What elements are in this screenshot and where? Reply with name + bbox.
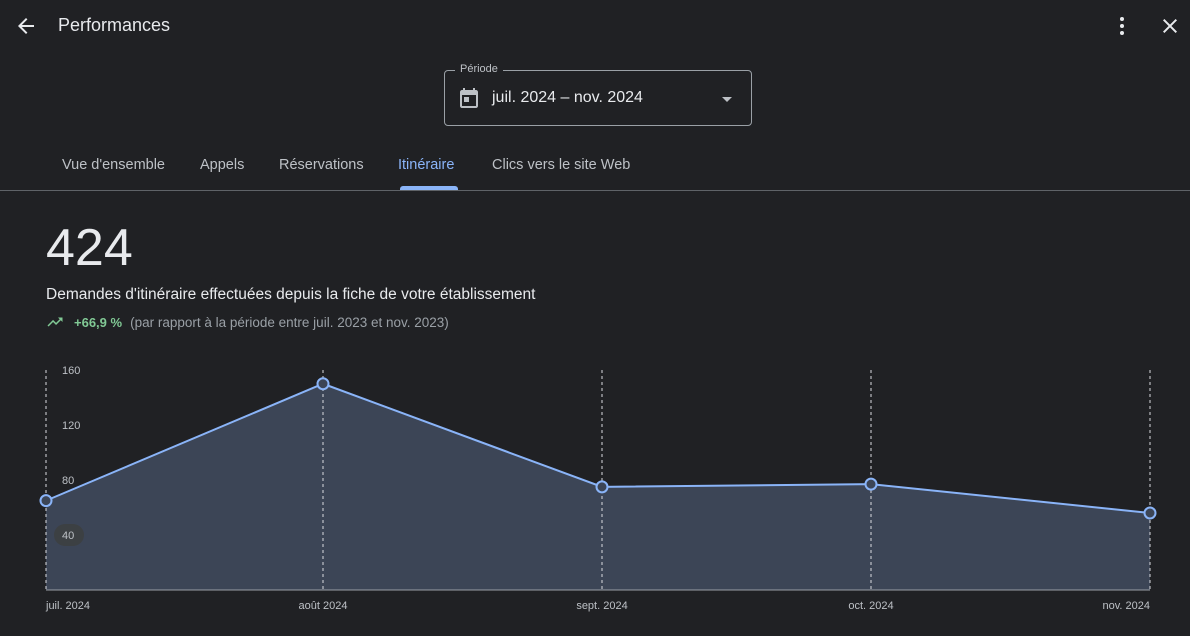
tab-bar: Vue d'ensemble Appels Réservations Itiné… (0, 140, 1190, 191)
metric-description: Demandes d'itinéraire effectuées depuis … (46, 286, 536, 303)
dropdown-arrow-icon (722, 97, 732, 102)
back-button[interactable] (6, 6, 46, 46)
close-button[interactable] (1150, 6, 1190, 46)
data-point-4 (1143, 506, 1157, 520)
trending-up-icon (47, 317, 63, 327)
period-select[interactable]: Période juil. 2024 – nov. 2024 (444, 63, 752, 126)
tab-website-clicks[interactable]: Clics vers le site Web (492, 157, 631, 173)
tab-overview[interactable]: Vue d'ensemble (62, 157, 165, 173)
trend-comparison: (par rapport à la période entre juil. 20… (130, 314, 449, 330)
y-tick-label-3: 40 (62, 530, 74, 542)
x-tick-label-1: août 2024 (299, 600, 348, 612)
page-title: Performances (58, 15, 171, 35)
y-tick-label-0: 160 (62, 365, 80, 377)
data-point-0 (39, 494, 53, 508)
trend-row: +66,9 % (par rapport à la période entre … (46, 313, 449, 331)
data-point-3 (864, 477, 878, 491)
y-tick-label-2: 80 (62, 475, 74, 487)
active-tab-indicator (400, 186, 458, 190)
total-count: 424 (46, 219, 133, 277)
x-tick-label-3: oct. 2024 (848, 600, 893, 612)
arrow-left-icon (18, 18, 34, 34)
directions-chart: 160 120 80 40 juil. 2024 août 2024 sept. 2024 o… (39, 365, 1157, 612)
x-tick-label-0: juil. 2024 (45, 600, 90, 612)
more-options-button[interactable] (1102, 6, 1142, 46)
period-label: Période (455, 63, 503, 75)
tab-bookings[interactable]: Réservations (279, 157, 364, 173)
y-tick-badge-3 (54, 524, 84, 546)
period-value: juil. 2024 – nov. 2024 (492, 89, 643, 106)
trend-change: +66,9 % (74, 314, 123, 330)
tab-directions[interactable]: Itinéraire (398, 157, 455, 173)
data-point-2 (595, 480, 609, 494)
y-tick-label-1: 120 (62, 420, 80, 432)
x-tick-label-2: sept. 2024 (576, 600, 627, 612)
top-bar: Performances (0, 0, 1190, 52)
close-icon (1163, 19, 1177, 33)
data-point-1 (316, 377, 330, 391)
more-vert-icon (1120, 17, 1124, 35)
x-tick-label-4: nov. 2024 (1102, 600, 1150, 612)
calendar-icon (460, 88, 478, 108)
tab-calls[interactable]: Appels (200, 157, 245, 173)
